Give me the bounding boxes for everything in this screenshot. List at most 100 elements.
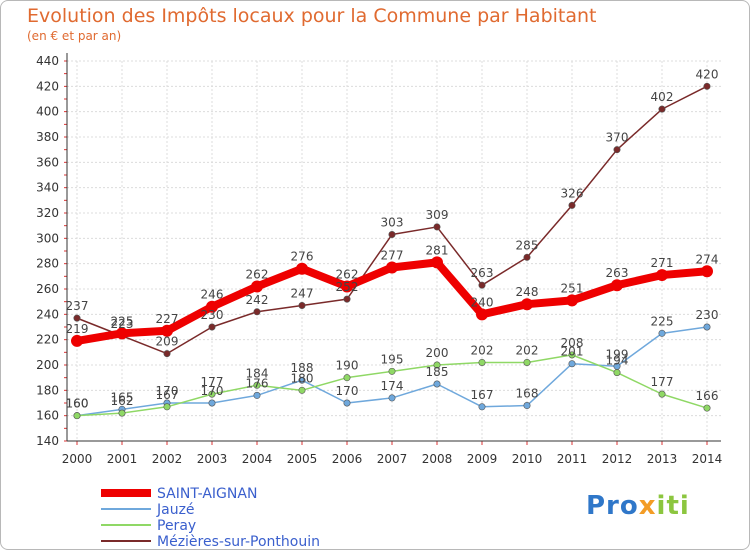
- y-tick-260: 260: [36, 282, 59, 296]
- data-label-saint-aignan-2014: 274: [696, 252, 719, 266]
- data-label-m-zi-res-sur-ponthouin-2002: 209: [156, 335, 179, 349]
- data-label-m-zi-res-sur-ponthouin-2010: 285: [516, 238, 539, 252]
- x-tick-2003: 2003: [197, 452, 228, 466]
- data-label-jauz--2003: 170: [201, 384, 224, 398]
- point-saint-aignan-2013: [656, 269, 668, 282]
- data-labels: 219 225 227 246 262 276 262 277 281 240 248 251 263 2…: [66, 67, 719, 410]
- y-tick-380: 380: [36, 130, 59, 144]
- data-label-m-zi-res-sur-ponthouin-2003: 230: [201, 308, 224, 322]
- point-peray-2002: [163, 403, 171, 411]
- point-saint-aignan-2005: [296, 262, 308, 275]
- grid-lines: [67, 60, 721, 442]
- data-label-saint-aignan-2004: 262: [246, 267, 269, 281]
- x-tick-2005: 2005: [287, 452, 318, 466]
- data-label-saint-aignan-2001: 225: [111, 314, 134, 328]
- data-label-jauz--2009: 167: [471, 388, 494, 402]
- point-m-zi-res-sur-ponthouin-2011: [568, 201, 576, 209]
- x-tick-2006: 2006: [332, 452, 363, 466]
- data-label-jauz--2008: 185: [426, 365, 449, 379]
- y-tick-180: 180: [36, 383, 59, 397]
- point-saint-aignan-2012: [611, 279, 623, 292]
- data-label-jauz--2004: 176: [246, 376, 269, 390]
- data-label-saint-aignan-2002: 227: [156, 312, 179, 326]
- point-peray-2009: [478, 358, 486, 366]
- proxiti-logo: Proxiti: [586, 491, 690, 521]
- point-saint-aignan-2009: [476, 308, 488, 321]
- chart-title: Evolution des Impôts locaux pour la Comm…: [27, 5, 597, 27]
- point-peray-2010: [523, 358, 531, 366]
- x-tick-2000: 2000: [62, 452, 93, 466]
- point-peray-2007: [388, 367, 396, 375]
- legend-label-saint-aignan: SAINT-AIGNAN: [157, 486, 257, 502]
- point-m-zi-res-sur-ponthouin-2014: [703, 82, 711, 90]
- data-label-saint-aignan-2009: 240: [471, 295, 494, 309]
- point-m-zi-res-sur-ponthouin-2003: [208, 323, 216, 331]
- data-label-saint-aignan-2008: 281: [426, 243, 449, 257]
- data-label-jauz--2012: 199: [606, 347, 629, 361]
- data-label-m-zi-res-sur-ponthouin-2011: 326: [561, 186, 584, 200]
- y-tick-440: 440: [36, 54, 59, 68]
- x-tick-2002: 2002: [152, 452, 183, 466]
- data-label-m-zi-res-sur-ponthouin-2007: 303: [381, 216, 404, 230]
- point-m-zi-res-sur-ponthouin-2007: [388, 231, 396, 239]
- point-m-zi-res-sur-ponthouin-2008: [433, 223, 441, 231]
- data-label-m-zi-res-sur-ponthouin-2006: 252: [336, 280, 359, 294]
- point-jauz--2010: [523, 402, 531, 410]
- point-peray-2008: [433, 361, 441, 369]
- point-jauz--2013: [658, 329, 666, 337]
- axes: [64, 53, 721, 445]
- data-label-saint-aignan-2005: 276: [291, 250, 314, 264]
- data-label-peray-2007: 195: [381, 352, 404, 366]
- data-label-saint-aignan-2012: 263: [606, 266, 629, 280]
- y-tick-220: 220: [36, 333, 59, 347]
- point-peray-2013: [658, 390, 666, 398]
- data-label-m-zi-res-sur-ponthouin-2000: 237: [66, 299, 89, 313]
- point-saint-aignan-2002: [161, 324, 173, 337]
- data-label-saint-aignan-2010: 248: [516, 285, 539, 299]
- data-label-jauz--2002: 170: [156, 384, 179, 398]
- data-label-saint-aignan-2006: 262: [336, 267, 359, 281]
- point-jauz--2007: [388, 394, 396, 402]
- point-saint-aignan-2003: [206, 300, 218, 313]
- x-tick-2004: 2004: [242, 452, 273, 466]
- point-m-zi-res-sur-ponthouin-2010: [523, 253, 531, 261]
- point-peray-2011: [568, 351, 576, 359]
- point-peray-2001: [118, 409, 126, 417]
- data-label-jauz--2005: 188: [291, 361, 314, 375]
- point-saint-aignan-2011: [566, 294, 578, 307]
- x-tick-2008: 2008: [422, 452, 453, 466]
- y-tick-280: 280: [36, 257, 59, 271]
- y-tick-420: 420: [36, 79, 59, 93]
- legend-label-peray: Peray: [157, 518, 196, 534]
- point-jauz--2005: [298, 376, 306, 384]
- point-jauz--2006: [343, 399, 351, 407]
- x-tick-2010: 2010: [512, 452, 543, 466]
- x-tick-labels: 2000 2001 2002 2003 2004 2005 2006 2007 2008 2009…: [62, 452, 723, 466]
- point-saint-aignan-2004: [251, 280, 263, 293]
- data-label-m-zi-res-sur-ponthouin-2014: 420: [696, 67, 719, 81]
- x-tick-2007: 2007: [377, 452, 408, 466]
- point-jauz--2011: [568, 360, 576, 368]
- x-tick-2014: 2014: [692, 452, 723, 466]
- point-peray-2006: [343, 374, 351, 382]
- y-tick-300: 300: [36, 231, 59, 245]
- x-tick-2013: 2013: [647, 452, 678, 466]
- data-label-m-zi-res-sur-ponthouin-2008: 309: [426, 208, 449, 222]
- point-m-zi-res-sur-ponthouin-2002: [163, 350, 171, 358]
- point-peray-2000: [73, 412, 81, 420]
- data-label-jauz--2010: 168: [516, 387, 539, 401]
- y-tick-340: 340: [36, 181, 59, 195]
- data-label-m-zi-res-sur-ponthouin-2009: 263: [471, 266, 494, 280]
- data-label-m-zi-res-sur-ponthouin-2004: 242: [246, 293, 269, 307]
- data-label-saint-aignan-2011: 251: [561, 281, 584, 295]
- x-tick-2011: 2011: [557, 452, 588, 466]
- data-label-m-zi-res-sur-ponthouin-2012: 370: [606, 131, 629, 145]
- point-m-zi-res-sur-ponthouin-2005: [298, 301, 306, 309]
- series-lines: [71, 82, 713, 420]
- data-label-peray-2014: 166: [696, 389, 719, 403]
- logo-part-1: Pro: [586, 491, 639, 521]
- data-label-peray-2003: 177: [201, 375, 224, 389]
- data-label-peray-2001: 162: [111, 394, 134, 408]
